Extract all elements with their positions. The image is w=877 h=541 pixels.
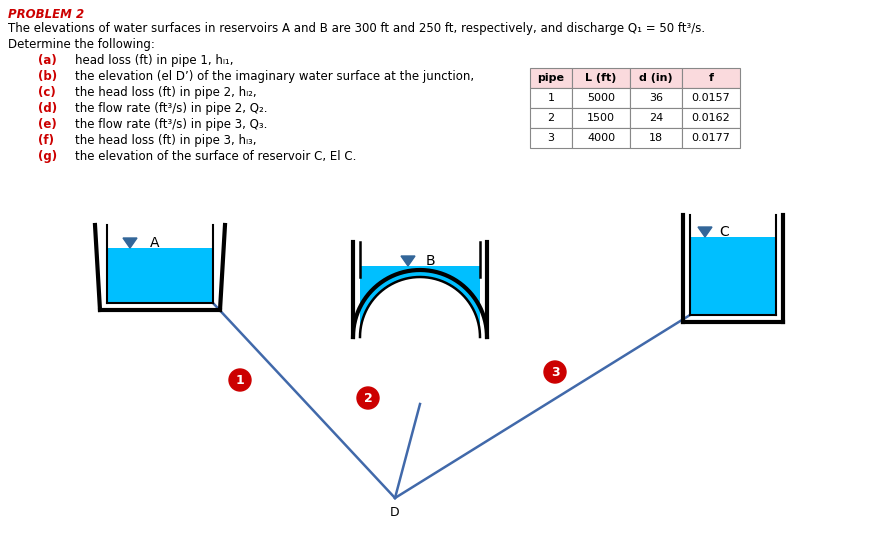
Text: 0.0177: 0.0177 xyxy=(692,133,731,143)
Bar xyxy=(630,68,682,88)
Text: The elevations of water surfaces in reservoirs A and B are 300 ft and 250 ft, re: The elevations of water surfaces in rese… xyxy=(8,22,705,35)
Text: (f): (f) xyxy=(38,134,54,147)
Circle shape xyxy=(229,369,251,391)
Text: 0.0162: 0.0162 xyxy=(692,113,731,123)
Bar xyxy=(630,108,682,128)
Text: 24: 24 xyxy=(649,113,663,123)
Bar xyxy=(572,88,630,108)
Bar xyxy=(682,68,740,88)
Text: B: B xyxy=(426,254,436,268)
Bar xyxy=(630,128,682,148)
Text: 18: 18 xyxy=(649,133,663,143)
Bar xyxy=(630,88,682,108)
Text: C: C xyxy=(719,225,729,239)
Text: 3: 3 xyxy=(551,366,560,379)
Text: (d): (d) xyxy=(38,102,57,115)
Text: 5000: 5000 xyxy=(587,93,615,103)
Bar xyxy=(572,108,630,128)
Text: the flow rate (ft³/s) in pipe 3, Q₃.: the flow rate (ft³/s) in pipe 3, Q₃. xyxy=(75,118,267,131)
Bar xyxy=(530,108,572,128)
Circle shape xyxy=(544,361,566,383)
Text: the head loss (ft) in pipe 3, hₗ₃,: the head loss (ft) in pipe 3, hₗ₃, xyxy=(75,134,256,147)
Text: head loss (ft) in pipe 1, hₗ₁,: head loss (ft) in pipe 1, hₗ₁, xyxy=(75,54,233,67)
Text: 2: 2 xyxy=(547,113,554,123)
Text: 1: 1 xyxy=(236,373,245,386)
Text: (c): (c) xyxy=(38,86,56,99)
Polygon shape xyxy=(123,238,137,248)
Text: the head loss (ft) in pipe 2, hₗ₂,: the head loss (ft) in pipe 2, hₗ₂, xyxy=(75,86,257,99)
Text: D: D xyxy=(390,505,400,518)
Bar xyxy=(682,128,740,148)
Text: the elevation of the surface of reservoir C, El C.: the elevation of the surface of reservoi… xyxy=(75,150,356,163)
Circle shape xyxy=(357,387,379,409)
Text: (b): (b) xyxy=(38,70,57,83)
Text: pipe: pipe xyxy=(538,73,565,83)
Text: Determine the following:: Determine the following: xyxy=(8,38,155,51)
Bar xyxy=(530,68,572,88)
Bar xyxy=(530,88,572,108)
Text: 4000: 4000 xyxy=(587,133,615,143)
Text: the flow rate (ft³/s) in pipe 2, Q₂.: the flow rate (ft³/s) in pipe 2, Q₂. xyxy=(75,102,267,115)
Text: (g): (g) xyxy=(38,150,57,163)
Text: 1: 1 xyxy=(547,93,554,103)
Polygon shape xyxy=(690,237,776,315)
Bar xyxy=(530,128,572,148)
Polygon shape xyxy=(401,256,415,266)
Text: 2: 2 xyxy=(364,392,373,405)
Text: (e): (e) xyxy=(38,118,57,131)
Text: 1500: 1500 xyxy=(587,113,615,123)
Text: A: A xyxy=(150,236,160,250)
Bar xyxy=(572,68,630,88)
Text: 36: 36 xyxy=(649,93,663,103)
Text: (a): (a) xyxy=(38,54,57,67)
Polygon shape xyxy=(360,266,480,337)
Bar xyxy=(682,88,740,108)
Bar xyxy=(682,108,740,128)
Text: L (ft): L (ft) xyxy=(585,73,617,83)
Polygon shape xyxy=(107,248,213,303)
Text: f: f xyxy=(709,73,714,83)
Text: PROBLEM 2: PROBLEM 2 xyxy=(8,8,84,21)
Polygon shape xyxy=(698,227,712,237)
Bar xyxy=(572,128,630,148)
Text: 3: 3 xyxy=(547,133,554,143)
Text: 0.0157: 0.0157 xyxy=(692,93,731,103)
Text: d (in): d (in) xyxy=(639,73,673,83)
Text: the elevation (el D’) of the imaginary water surface at the junction,: the elevation (el D’) of the imaginary w… xyxy=(75,70,474,83)
